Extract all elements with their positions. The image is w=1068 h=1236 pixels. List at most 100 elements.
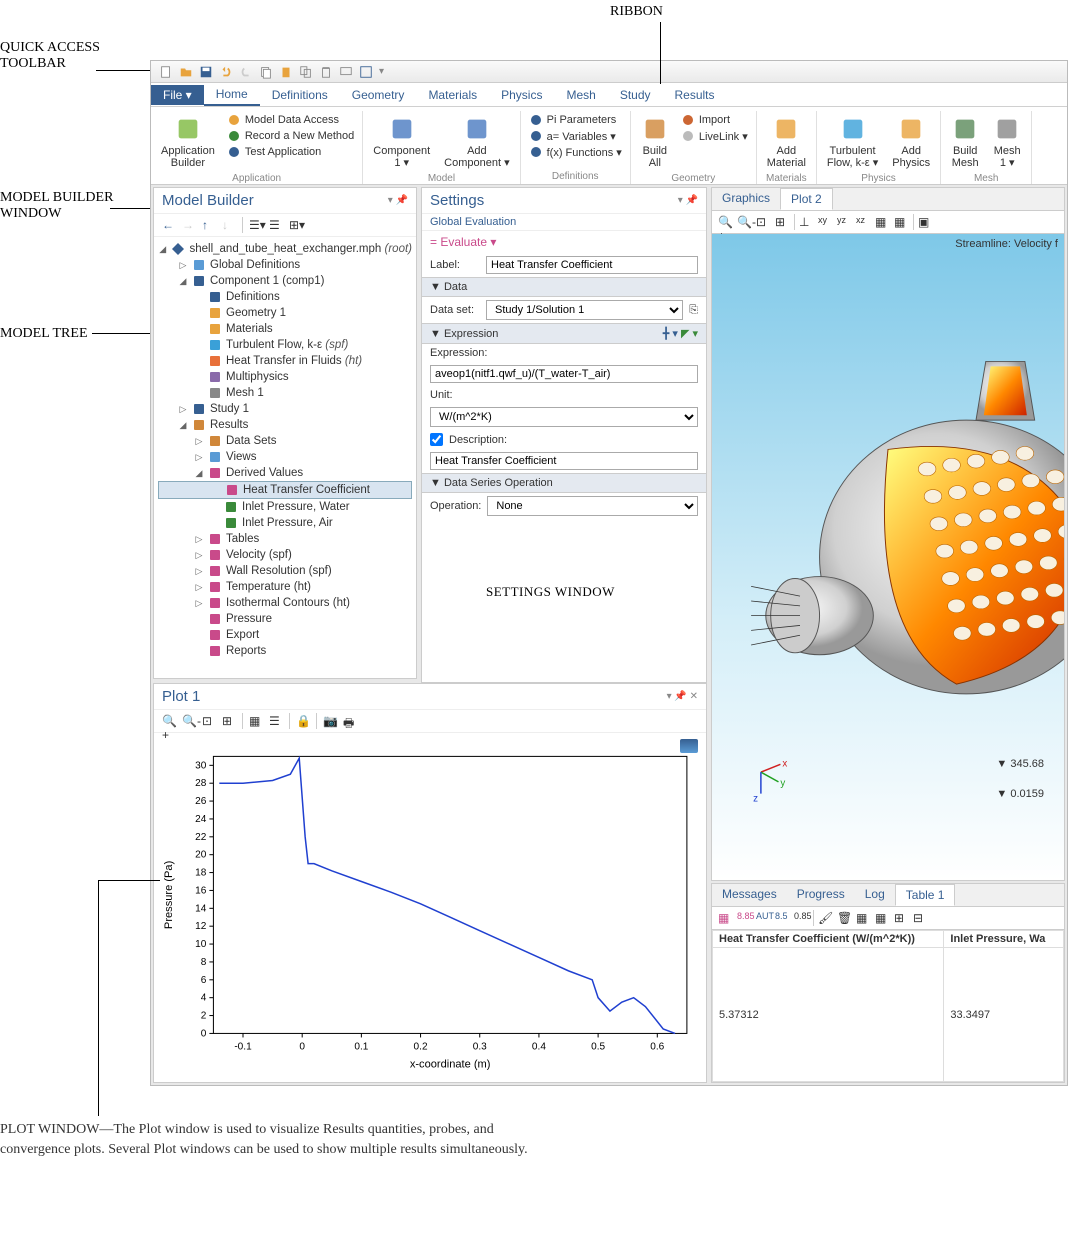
tree-item[interactable]: ▷Isothermal Contours (ht)	[158, 595, 412, 611]
tree-item[interactable]: Inlet Pressure, Air	[158, 515, 412, 531]
tab-mesh[interactable]: Mesh	[554, 85, 607, 105]
t-ic8[interactable]: ⊞	[894, 911, 909, 926]
build-all[interactable]: BuildAll	[639, 113, 671, 171]
desc-input[interactable]	[430, 452, 698, 470]
expression-input[interactable]	[430, 365, 698, 383]
evaluate-button[interactable]: = Evaluate ▾	[430, 235, 496, 249]
g-zoom-in-icon[interactable]: 🔍+	[718, 215, 733, 230]
expression-section[interactable]: ▼ Expression ╋ ▾ ◤ ▾	[422, 323, 706, 344]
expand-icon[interactable]: ☰	[269, 218, 283, 232]
scene2-icon[interactable]: ▦	[894, 215, 909, 230]
app-builder[interactable]: ApplicationBuilder	[159, 113, 217, 171]
tree-item[interactable]: ▷Study 1	[158, 401, 412, 417]
tree-item[interactable]: Heat Transfer Coefficient	[158, 481, 412, 499]
tree-item[interactable]: Turbulent Flow, k-ε (spf)	[158, 337, 412, 353]
save-icon[interactable]	[199, 65, 213, 79]
tab-home[interactable]: Home	[204, 84, 260, 106]
tab-results[interactable]: Results	[663, 85, 727, 105]
table-col1[interactable]: Inlet Pressure, Wa	[944, 931, 1064, 948]
g-zoom-ext-icon[interactable]: ⊞	[775, 215, 790, 230]
forward-icon[interactable]: →	[182, 218, 196, 232]
tree-item[interactable]: Mesh 1	[158, 385, 412, 401]
unit-select[interactable]: W/(m^2*K)	[430, 407, 698, 427]
reset-icon[interactable]	[359, 65, 373, 79]
tree-item[interactable]: ◢Component 1 (comp1)	[158, 273, 412, 289]
dataset-select[interactable]: Study 1/Solution 1	[486, 300, 683, 320]
tab-materials[interactable]: Materials	[416, 85, 489, 105]
desktop-icon[interactable]	[339, 65, 353, 79]
operation-select[interactable]: None	[487, 496, 698, 516]
tab-geometry[interactable]: Geometry	[340, 85, 417, 105]
tab-messages[interactable]: Messages	[712, 884, 787, 906]
series-section[interactable]: ▼ Data Series Operation	[422, 473, 706, 493]
graphics-view[interactable]: Streamline: Velocity f	[712, 234, 1064, 880]
t-ic6[interactable]: ▦	[856, 911, 871, 926]
select-icon[interactable]: ▣	[918, 215, 933, 230]
goto-icon[interactable]: ⎘	[689, 304, 698, 317]
build-mesh[interactable]: BuildMesh	[949, 113, 981, 171]
import[interactable]: Import	[681, 113, 748, 127]
variables[interactable]: a= Variables ▾	[529, 129, 622, 143]
add-material[interactable]: AddMaterial	[765, 113, 808, 171]
redo-icon[interactable]	[239, 65, 253, 79]
model-data-access[interactable]: Model Data Access	[227, 113, 354, 127]
paste-icon[interactable]	[279, 65, 293, 79]
xz2-icon[interactable]: xz	[856, 215, 871, 230]
parameters[interactable]: Pi Parameters	[529, 113, 622, 127]
turbulent-flow[interactable]: TurbulentFlow, k-ε ▾	[825, 113, 880, 171]
t-ic9[interactable]: ⊟	[913, 911, 928, 926]
grid1-icon[interactable]: ▦	[249, 714, 263, 728]
record-method[interactable]: Record a New Method	[227, 129, 354, 143]
undo-icon[interactable]	[219, 65, 233, 79]
grid2-icon[interactable]: ☰	[269, 714, 283, 728]
collapse-icon[interactable]: ☰▾	[249, 218, 263, 232]
scene-icon[interactable]: ▦	[875, 215, 890, 230]
functions[interactable]: f(x) Functions ▾	[529, 145, 622, 159]
t-ic4[interactable]: 8.5	[775, 911, 790, 926]
livelink[interactable]: LiveLink ▾	[681, 129, 748, 143]
new-icon[interactable]	[159, 65, 173, 79]
file-menu-button[interactable]: File ▾	[151, 85, 204, 105]
xz-icon[interactable]: xy	[818, 215, 833, 230]
tree-item[interactable]: ▷Data Sets	[158, 433, 412, 449]
component[interactable]: Component1 ▾	[371, 113, 432, 171]
t-ic5[interactable]: 0.85	[794, 911, 809, 926]
yz-icon[interactable]: yz	[837, 215, 852, 230]
tab-graphics[interactable]: Graphics	[712, 188, 780, 210]
zoom-in-icon[interactable]: 🔍+	[162, 714, 176, 728]
zoom-box-icon[interactable]: ⊡	[202, 714, 216, 728]
test-app[interactable]: Test Application	[227, 145, 354, 159]
tree-item[interactable]: Geometry 1	[158, 305, 412, 321]
tab-progress[interactable]: Progress	[787, 884, 855, 906]
camera-icon[interactable]: 📷	[323, 714, 337, 728]
t-brush-icon[interactable]: 🖌	[818, 911, 833, 926]
tree-item[interactable]: Materials	[158, 321, 412, 337]
copy-icon[interactable]	[259, 65, 273, 79]
tree-item[interactable]: Heat Transfer in Fluids (ht)	[158, 353, 412, 369]
data-section[interactable]: ▼ Data	[422, 277, 706, 297]
tree-item[interactable]: ◢Derived Values	[158, 465, 412, 481]
tree-item[interactable]: Definitions	[158, 289, 412, 305]
tree-item[interactable]: ▷Tables	[158, 531, 412, 547]
add-physics[interactable]: AddPhysics	[890, 113, 932, 171]
zoom-extents-icon[interactable]: ⊞	[222, 714, 236, 728]
t-ic2[interactable]: 8.85	[737, 911, 752, 926]
t-ic7[interactable]: ▦	[875, 911, 890, 926]
zoom-out-icon[interactable]: 🔍-	[182, 714, 196, 728]
tree-item[interactable]: ▷Velocity (spf)	[158, 547, 412, 563]
tree-item[interactable]: ▷Global Definitions	[158, 257, 412, 273]
print-icon[interactable]: 🖶	[343, 714, 357, 728]
tree-item[interactable]: Pressure	[158, 611, 412, 627]
label-input[interactable]	[486, 256, 698, 274]
tab-table1[interactable]: Table 1	[895, 884, 956, 906]
tab-definitions[interactable]: Definitions	[260, 85, 340, 105]
back-icon[interactable]: ←	[162, 218, 176, 232]
t-ic3[interactable]: AUT	[756, 911, 771, 926]
delete-icon[interactable]	[319, 65, 333, 79]
tree-item[interactable]: Inlet Pressure, Water	[158, 499, 412, 515]
tree-item[interactable]: ▷Views	[158, 449, 412, 465]
mesh1[interactable]: Mesh1 ▾	[991, 113, 1023, 171]
tree-icon[interactable]: ⊞▾	[289, 218, 303, 232]
t-del-icon[interactable]: 🗑	[837, 911, 852, 926]
tree-item[interactable]: ▷Wall Resolution (spf)	[158, 563, 412, 579]
